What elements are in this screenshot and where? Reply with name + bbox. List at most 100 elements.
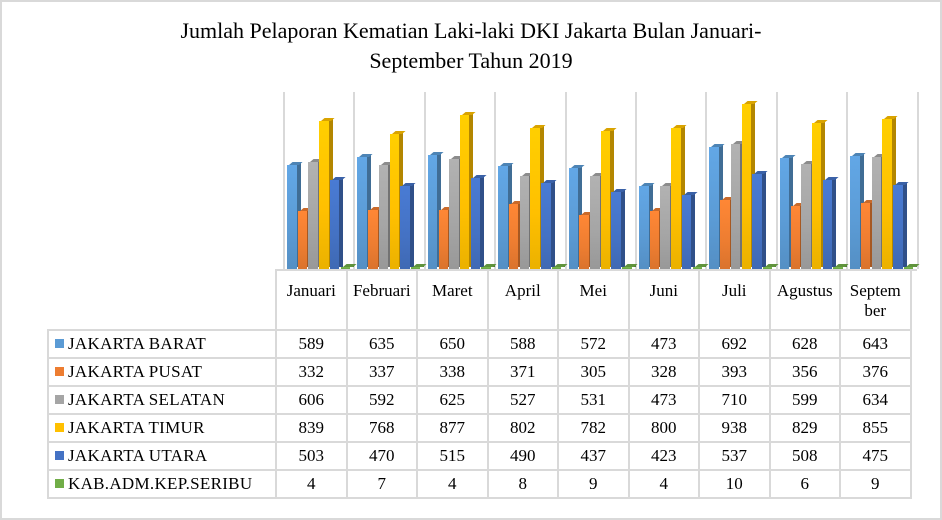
bar	[357, 154, 373, 269]
data-table-row: JAKARTA BARAT 589 635 650 588 572 473 692 628 643	[47, 329, 912, 359]
data-cell: 332	[275, 357, 348, 387]
data-cell: 371	[486, 357, 559, 387]
legend-label: JAKARTA BARAT	[68, 334, 207, 353]
bar	[368, 206, 384, 269]
data-cell: 839	[275, 413, 348, 443]
data-cell: 606	[275, 385, 348, 415]
legend-label: JAKARTA UTARA	[68, 446, 208, 465]
data-cell: 527	[486, 385, 559, 415]
data-cell: 4	[627, 469, 700, 499]
data-cell: 9	[557, 469, 630, 499]
bar	[579, 212, 595, 269]
data-cell: 305	[557, 357, 630, 387]
legend-label: JAKARTA PUSAT	[68, 362, 203, 381]
data-cell: 508	[768, 441, 841, 471]
legend-entry: JAKARTA TIMUR	[47, 413, 277, 443]
bar	[449, 156, 465, 269]
category-label: Februari	[345, 269, 418, 331]
bar	[297, 207, 313, 269]
data-cell: 768	[345, 413, 418, 443]
data-cell: 938	[698, 413, 771, 443]
bar	[671, 125, 687, 269]
category-gridline	[283, 92, 285, 269]
bar	[882, 115, 898, 269]
data-cell: 531	[557, 385, 630, 415]
bar	[660, 182, 676, 269]
data-table-header-row: Januari Februari Maret April Mei Juni Juli Agus…	[48, 269, 912, 331]
legend-entry: KAB.ADM.KEP.SERIBU	[47, 469, 277, 499]
data-cell: 376	[839, 357, 912, 387]
data-cell: 829	[768, 413, 841, 443]
bar	[329, 177, 345, 269]
bar	[590, 172, 606, 269]
bar	[730, 141, 746, 269]
bar	[519, 173, 535, 269]
data-cell: 635	[345, 329, 418, 359]
data-cell: 10	[698, 469, 771, 499]
data-cell: 782	[557, 413, 630, 443]
bar	[822, 176, 838, 269]
bar	[481, 264, 497, 269]
chart-title: Jumlah Pelaporan Kematian Laki-laki DKI …	[0, 16, 942, 76]
bar	[340, 264, 356, 269]
category-gridline	[846, 92, 849, 269]
bar	[378, 161, 394, 269]
data-cell: 588	[486, 329, 559, 359]
data-cell: 643	[839, 329, 912, 359]
data-cell: 710	[698, 385, 771, 415]
legend-entry: JAKARTA SELATAN	[47, 385, 277, 415]
bar	[860, 199, 876, 269]
category-gridline	[705, 92, 708, 269]
legend-label: KAB.ADM.KEP.SERIBU	[68, 474, 253, 493]
category-gridline	[353, 92, 356, 269]
bar	[551, 264, 567, 269]
category-label: Mei	[557, 269, 630, 331]
data-cell: 328	[627, 357, 700, 387]
plot-area	[275, 92, 919, 271]
data-cell: 515	[416, 441, 489, 471]
bar	[692, 264, 708, 269]
bar	[790, 203, 806, 269]
category-label: Septem ber	[839, 269, 912, 331]
legend-swatch-icon	[55, 423, 64, 432]
data-cell: 4	[275, 469, 348, 499]
category-label: April	[486, 269, 559, 331]
bar	[427, 151, 443, 269]
bar	[389, 130, 405, 269]
data-cell: 503	[275, 441, 348, 471]
data-table: Januari Februari Maret April Mei Juni Juli Agus…	[47, 269, 912, 499]
data-cell: 599	[768, 385, 841, 415]
bar	[541, 179, 557, 269]
category-gridline	[423, 92, 426, 269]
data-cell: 473	[627, 329, 700, 359]
bar	[741, 100, 757, 269]
category-gridline	[564, 92, 567, 269]
data-cell: 393	[698, 357, 771, 387]
bar	[850, 152, 866, 269]
data-cell: 634	[839, 385, 912, 415]
data-cell: 437	[557, 441, 630, 471]
bar	[319, 118, 335, 269]
category-gridline	[635, 92, 637, 269]
category-label: Januari	[275, 269, 348, 331]
bar	[308, 159, 324, 269]
data-cell: 877	[416, 413, 489, 443]
bar	[709, 144, 725, 269]
bar	[600, 128, 616, 269]
data-table-row: JAKARTA TIMUR 839 768 877 802 782 800 938 829 855	[47, 413, 912, 443]
data-cell: 802	[486, 413, 559, 443]
bar	[720, 196, 736, 269]
category-label: Juni	[627, 269, 700, 331]
data-cell: 800	[627, 413, 700, 443]
legend-swatch-icon	[55, 479, 64, 488]
data-cell: 490	[486, 441, 559, 471]
data-cell: 537	[698, 441, 771, 471]
data-cell: 338	[416, 357, 489, 387]
bar	[762, 264, 778, 269]
legend-label: JAKARTA TIMUR	[68, 418, 205, 437]
data-cell: 650	[416, 329, 489, 359]
data-cell: 475	[839, 441, 912, 471]
bar	[508, 200, 524, 269]
legend-label: JAKARTA SELATAN	[68, 390, 226, 409]
data-cell: 356	[768, 357, 841, 387]
